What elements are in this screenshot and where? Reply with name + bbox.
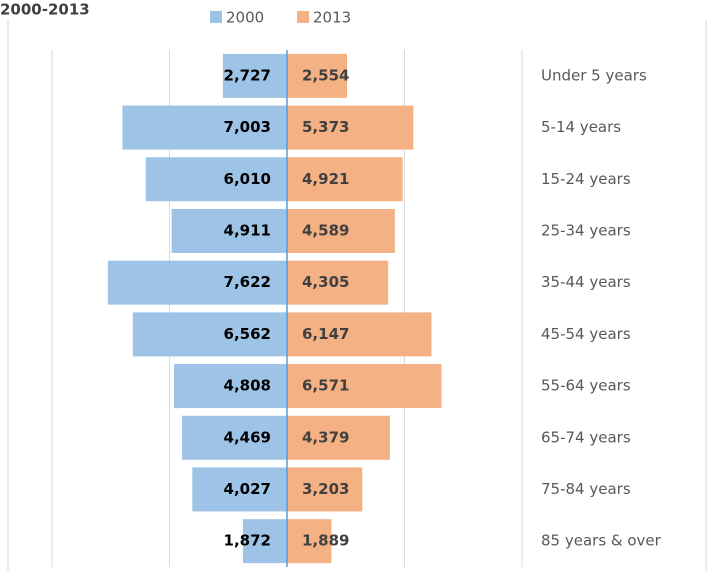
value-label: 4,911 (224, 221, 271, 239)
value-label: 4,305 (302, 273, 349, 291)
category-label: 45-54 years (541, 325, 631, 343)
bar (181, 415, 287, 460)
value-label: 4,808 (224, 377, 271, 395)
value-label: 7,003 (224, 118, 271, 136)
value-label: 2,727 (224, 66, 271, 84)
value-label: 6,562 (224, 325, 271, 343)
value-label: 4,469 (224, 428, 271, 446)
bar (287, 53, 348, 98)
value-label: 6,010 (224, 170, 271, 188)
bar (171, 208, 287, 253)
bar (222, 53, 287, 98)
bar (287, 208, 395, 253)
value-label: 1,872 (224, 532, 271, 550)
category-label: 55-64 years (541, 377, 631, 395)
bar (287, 157, 403, 202)
category-label: 75-84 years (541, 480, 631, 498)
value-label: 6,571 (302, 377, 349, 395)
bar (287, 415, 390, 460)
bar (174, 364, 287, 409)
category-label: 65-74 years (541, 428, 631, 446)
bar (243, 519, 287, 564)
bar (287, 260, 389, 305)
bar (287, 105, 414, 150)
value-label: 7,622 (224, 273, 271, 291)
category-label: 25-34 years (541, 221, 631, 239)
bar (107, 260, 288, 305)
category-label: Under 5 years (541, 66, 647, 84)
value-label: 3,203 (302, 480, 349, 498)
category-label: 85 years & over (541, 532, 662, 550)
category-label: 5-14 years (541, 118, 621, 136)
category-label: 15-24 years (541, 170, 631, 188)
value-label: 4,027 (224, 480, 271, 498)
value-label: 1,889 (302, 532, 349, 550)
legend-label: 2013 (313, 9, 351, 27)
value-label: 4,379 (302, 428, 349, 446)
value-label: 4,921 (302, 170, 349, 188)
bar (287, 519, 332, 564)
bar (287, 312, 432, 357)
bar (192, 467, 287, 512)
bar (287, 467, 363, 512)
value-label: 2,554 (302, 66, 349, 84)
legend-label: 2000 (226, 9, 264, 27)
value-label: 5,373 (302, 118, 349, 136)
value-label: 4,589 (302, 221, 349, 239)
legend-swatch (210, 11, 222, 23)
value-label: 6,147 (302, 325, 349, 343)
category-label: 35-44 years (541, 273, 631, 291)
bar (287, 364, 442, 409)
bar (132, 312, 287, 357)
bar (145, 157, 287, 202)
chart-title: 2000-2013 (0, 1, 90, 19)
legend-swatch (297, 11, 309, 23)
bar (122, 105, 287, 150)
